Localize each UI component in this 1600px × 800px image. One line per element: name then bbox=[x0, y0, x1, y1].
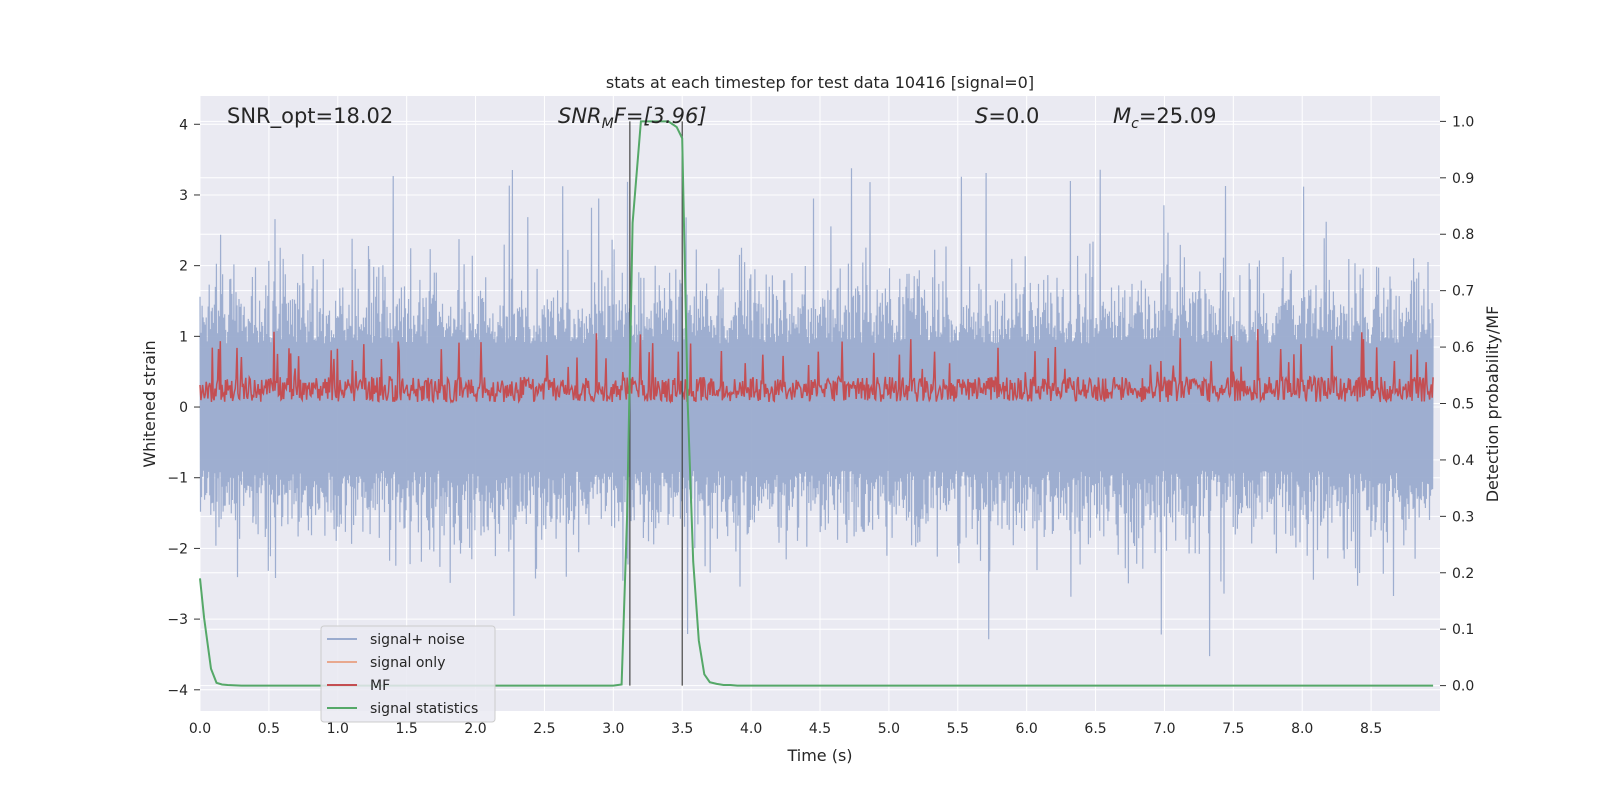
y2-axis-label: Detection probability/MF bbox=[1483, 306, 1502, 503]
x-tick-label: 8.5 bbox=[1360, 721, 1382, 737]
x-tick-label: 1.0 bbox=[327, 721, 349, 737]
y2-tick-label: 1.0 bbox=[1452, 114, 1474, 130]
y-tick-label: 0 bbox=[179, 400, 188, 416]
y2-tick-label: 0.6 bbox=[1452, 340, 1474, 356]
y-axis-ticks: 4 3 2 1 0 −1 −2 −3 −4 bbox=[167, 117, 200, 699]
y2-tick-label: 0.0 bbox=[1452, 679, 1474, 695]
x-tick-label: 6.0 bbox=[1016, 721, 1038, 737]
y-tick-label: 3 bbox=[179, 188, 188, 204]
mf-series bbox=[199, 329, 1434, 404]
x-tick-label: 6.5 bbox=[1084, 721, 1106, 737]
x-tick-label: 4.5 bbox=[809, 721, 831, 737]
annotation-snr-mf-main: SNR bbox=[558, 104, 602, 128]
signal-statistics-series bbox=[199, 120, 1434, 687]
x-tick-label: 2.5 bbox=[533, 721, 555, 737]
x-tick-label: 4.0 bbox=[740, 721, 762, 737]
annotation-snr-mf: SNRMF=[3.96] bbox=[558, 104, 707, 132]
x-tick-label: 3.0 bbox=[602, 721, 624, 737]
chart-title: stats at each timestep for test data 104… bbox=[606, 73, 1034, 92]
y2-tick-label: 0.4 bbox=[1452, 453, 1474, 469]
x-tick-label: 1.5 bbox=[396, 721, 418, 737]
annotation-snr-mf-sub: M bbox=[602, 116, 614, 132]
y2-tick-label: 0.9 bbox=[1452, 171, 1474, 187]
y2-tick-label: 0.1 bbox=[1452, 622, 1474, 638]
y-axis-label: Whitened strain bbox=[140, 340, 159, 467]
legend-box bbox=[320, 625, 496, 723]
x-tick-label: 0.0 bbox=[189, 721, 211, 737]
y-tick-label: 2 bbox=[179, 259, 188, 275]
y-tick-label: 4 bbox=[179, 117, 188, 133]
annotation-mc-rest: =25.09 bbox=[1139, 104, 1217, 128]
annotation-s-italic: S bbox=[975, 104, 988, 128]
x-tick-label: 7.0 bbox=[1153, 721, 1175, 737]
annotation-mc-sub: c bbox=[1131, 116, 1139, 132]
y-tick-label: −4 bbox=[167, 683, 188, 699]
y2-tick-label: 0.2 bbox=[1452, 566, 1474, 582]
y-tick-label: −1 bbox=[167, 471, 188, 487]
legend: signal+ noise signal only MF signal stat… bbox=[320, 625, 496, 723]
y-tick-label: −3 bbox=[167, 612, 188, 628]
x-axis-label: Time (s) bbox=[786, 746, 852, 765]
y2-tick-label: 0.7 bbox=[1452, 284, 1474, 300]
legend-label-statistics: signal statistics bbox=[370, 701, 478, 717]
signal-noise-line bbox=[199, 168, 1434, 657]
y-tick-label: 1 bbox=[179, 329, 188, 345]
legend-label-mf: MF bbox=[370, 678, 390, 694]
y-tick-label: −2 bbox=[167, 541, 188, 557]
legend-label-noise: signal+ noise bbox=[370, 632, 465, 648]
signal-noise-series bbox=[199, 168, 1434, 657]
y2-tick-label: 0.3 bbox=[1452, 509, 1474, 525]
x-tick-label: 7.5 bbox=[1222, 721, 1244, 737]
x-tick-label: 5.5 bbox=[947, 721, 969, 737]
annotation-mc-main: M bbox=[1113, 104, 1131, 128]
annotation-s: S=0.0 bbox=[975, 104, 1039, 128]
annotation-snr-opt: SNR_opt=18.02 bbox=[227, 104, 393, 129]
annotation-s-rest: =0.0 bbox=[988, 104, 1039, 128]
y2-tick-label: 0.5 bbox=[1452, 397, 1474, 413]
mf-line bbox=[199, 329, 1434, 404]
legend-label-signal-only: signal only bbox=[370, 655, 445, 671]
x-tick-label: 5.0 bbox=[878, 721, 900, 737]
x-axis-ticks: 0.0 0.5 1.0 1.5 2.0 2.5 3.0 3.5 4.0 4.5 5.0 5.5 6.0 6… bbox=[189, 721, 1382, 737]
y2-axis-ticks: 1.0 0.9 0.8 0.7 0.6 0.5 0.4 0.3 0.2 0.1 0.0 bbox=[1440, 114, 1474, 695]
x-tick-label: 3.5 bbox=[671, 721, 693, 737]
signal-statistics-line bbox=[199, 120, 1434, 687]
x-tick-label: 0.5 bbox=[258, 721, 280, 737]
x-tick-label: 2.0 bbox=[464, 721, 486, 737]
y2-tick-label: 0.8 bbox=[1452, 227, 1474, 243]
annotation-snr-mf-rest: F=[3.96] bbox=[614, 104, 707, 128]
x-tick-label: 8.0 bbox=[1291, 721, 1313, 737]
annotation-mc: Mc=25.09 bbox=[1113, 104, 1217, 132]
